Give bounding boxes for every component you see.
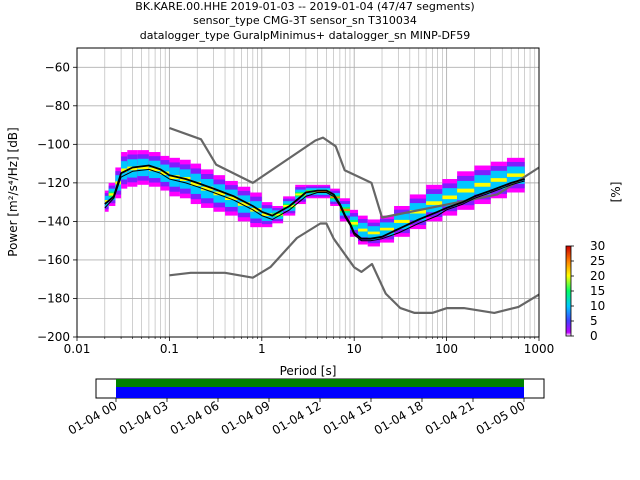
x-axis: 0.01 0.1 1 10 100 1000 <box>64 337 555 356</box>
colorbar-tick-label: 0 <box>590 329 598 343</box>
density-cell-4 <box>121 168 128 173</box>
x-axis-label: Period [s] <box>280 364 337 378</box>
colorbar-label: [%] <box>609 182 623 203</box>
y-axis-label: Power [m²/s⁴/Hz] [dB] <box>6 127 20 256</box>
x-tick-label: 1 <box>258 342 266 356</box>
timeline-tick-label: 01-04 18 <box>372 398 426 437</box>
title-line-1: BK.KARE.00.HHE 2019-01-03 -- 2019-01-04 … <box>135 0 474 13</box>
timeline-tick-label: 01-04 06 <box>168 398 222 437</box>
density-cell-4 <box>339 208 350 211</box>
colorbar-tick-label: 15 <box>590 284 605 298</box>
y-tick-label: −80 <box>45 99 70 113</box>
density-cell-4 <box>394 219 410 223</box>
title-line-2: sensor_type CMG-3T sensor_sn T310034 <box>193 14 417 27</box>
density-cell-4 <box>148 167 161 172</box>
colorbar-tick-label: 25 <box>590 254 605 268</box>
density-cell-4 <box>137 165 149 170</box>
series-line-nhnm <box>169 126 539 219</box>
density-cell-4 <box>295 193 306 196</box>
noise-model-lines <box>104 126 539 314</box>
density-cell-4 <box>426 201 443 205</box>
y-tick-label: −120 <box>37 176 70 190</box>
y-tick-label: −60 <box>45 60 70 74</box>
density-cell-4 <box>457 188 475 193</box>
timeline-tick-label: 01-04 09 <box>219 398 273 437</box>
density-cell-4 <box>474 182 491 187</box>
y-tick-label: −140 <box>37 214 70 228</box>
colorbar-tick-label: 5 <box>590 314 598 328</box>
timeline-green-band <box>116 379 524 387</box>
density-cell-4 <box>349 221 359 225</box>
y-axis: −200 −180 −160 −140 −120 −100 −80 −60 <box>37 60 77 344</box>
density-cell-4 <box>367 231 380 235</box>
colorbar-tick-label: 20 <box>590 269 605 283</box>
y-tick-label: −160 <box>37 253 70 267</box>
density-cell-4 <box>108 193 116 196</box>
density-cell-4 <box>213 191 226 196</box>
density-cell-4 <box>317 190 331 193</box>
colorbar-gradient <box>565 245 572 337</box>
x-tick-label: 0.01 <box>64 342 91 356</box>
density-cell-4 <box>201 186 214 191</box>
density-cell-4 <box>506 173 525 177</box>
density-cell-4 <box>250 208 262 212</box>
plot-frame <box>76 47 540 338</box>
density-cell-4 <box>190 181 202 186</box>
chart-title: BK.KARE.00.HHE 2019-01-03 -- 2019-01-04 … <box>135 0 474 42</box>
density-cell-4 <box>358 228 368 232</box>
timeline-tick-label: 01-04 21 <box>423 398 477 437</box>
y-tick-label: −200 <box>37 330 70 344</box>
timeline-coverage-band <box>116 387 524 398</box>
density-cell-4 <box>237 202 251 206</box>
colorbar-tick-label: 10 <box>590 299 605 313</box>
density-cell-4 <box>104 200 109 203</box>
timeline-tick-label: 01-04 00 <box>66 398 120 437</box>
x-tick-label: 0.1 <box>160 342 179 356</box>
density-cell-4 <box>442 195 458 200</box>
timeline-tick-label: 01-04 03 <box>117 398 171 437</box>
x-tick-label: 10 <box>347 342 362 356</box>
series-line-nlnm <box>169 222 539 314</box>
density-cell-4 <box>490 178 507 182</box>
timeline-tick-label: 01-04 12 <box>270 398 324 437</box>
y-tick-label: −100 <box>37 137 70 151</box>
y-tick-label: −180 <box>37 291 70 305</box>
x-tick-label: 1000 <box>524 342 555 356</box>
series-line-mean <box>104 168 525 242</box>
colorbar-tick-label: 30 <box>590 239 605 253</box>
x-tick-label: 100 <box>435 342 458 356</box>
density-cell-4 <box>379 227 395 231</box>
title-line-3: datalogger_type GuralpMinimus+ datalogge… <box>140 29 471 42</box>
density-cell-4 <box>272 213 284 216</box>
density-cell-4 <box>225 196 238 201</box>
series-line-mode <box>104 164 525 240</box>
density-cell-4 <box>409 210 427 214</box>
timeline-tick-label: 01-04 15 <box>321 398 375 437</box>
timeline-tick-label: 01-05 00 <box>474 398 528 437</box>
